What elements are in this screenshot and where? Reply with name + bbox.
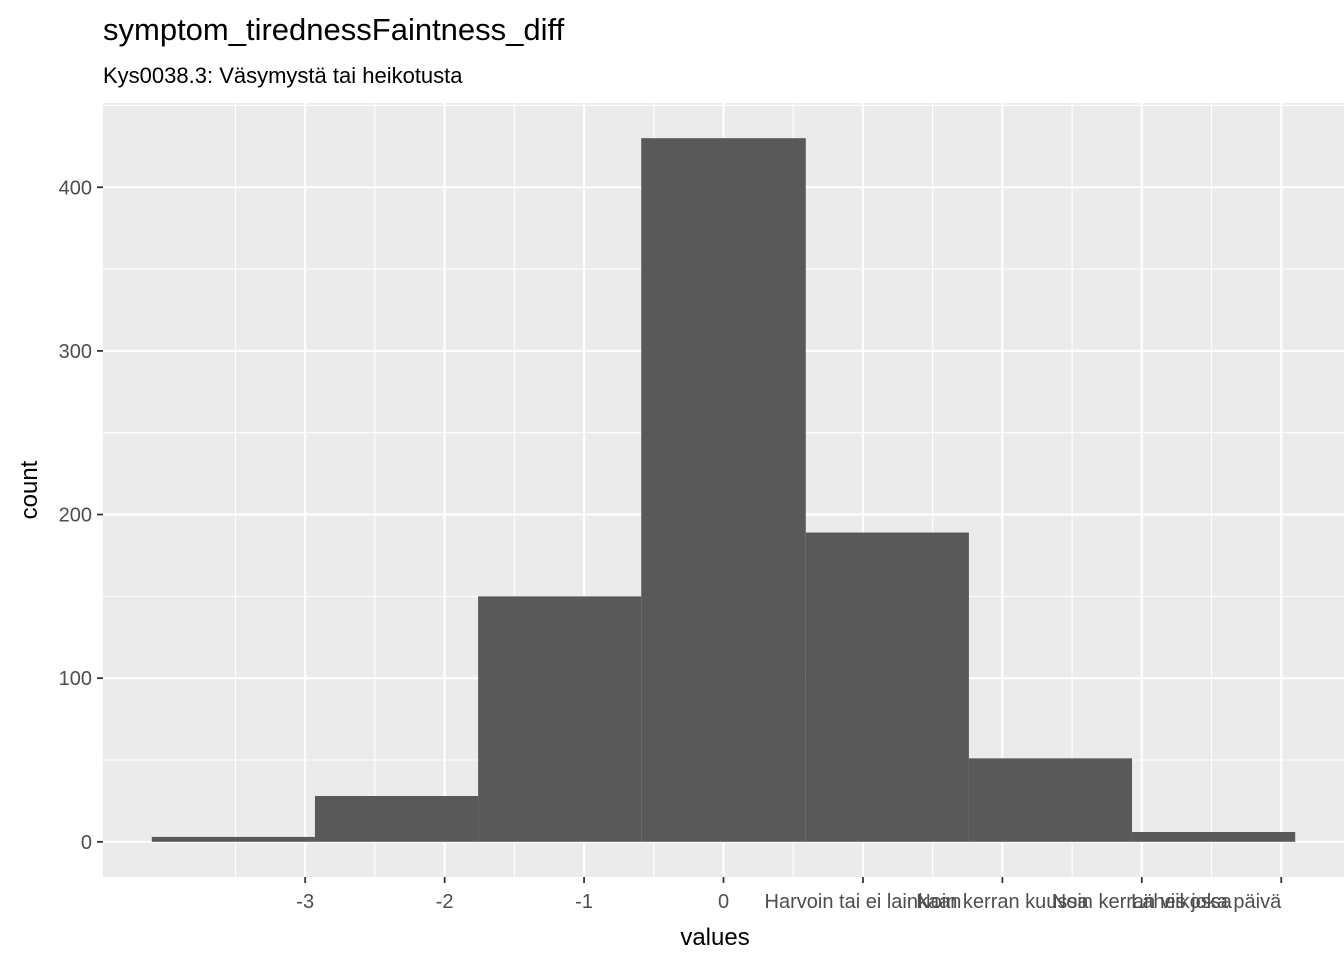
x-tick-label: Noin kerran viikossa	[1052, 891, 1233, 913]
y-tick-label: 200	[59, 505, 92, 527]
histogram-bar-3	[641, 138, 806, 842]
histogram-bar-4	[805, 532, 969, 842]
x-tick-label: Harvoin tai ei lainkaan	[765, 891, 962, 913]
y-tick-label: 400	[59, 177, 92, 199]
x-tick-label: Noin kerran kuussa	[916, 891, 1089, 913]
histogram-bar-5	[968, 758, 1133, 842]
histogram-bar-6	[1132, 832, 1296, 842]
y-tick-label: 300	[59, 341, 92, 363]
chart-title: symptom_tirednessFaintness_diff	[103, 12, 565, 47]
chart-subtitle: Kys0038.3: Väsymystä tai heikotusta	[103, 63, 463, 88]
y-axis-title: count	[16, 460, 43, 519]
x-tick-label: -3	[296, 891, 314, 913]
histogram-bar-1	[314, 796, 479, 842]
histogram-bar-2	[478, 596, 642, 842]
x-tick-label: Lähes joka päivä	[1131, 891, 1282, 913]
x-axis-title: values	[680, 924, 749, 951]
y-tick-label: 0	[81, 832, 92, 854]
y-tick-label: 100	[59, 668, 92, 690]
histogram-bars	[151, 138, 1296, 842]
x-tick-label: 0	[718, 891, 729, 913]
y-axis: 0 100 200 300 400	[59, 177, 103, 854]
x-tick-label: -1	[575, 891, 593, 913]
x-tick-label: -2	[436, 891, 454, 913]
histogram-bar-0	[151, 836, 315, 842]
